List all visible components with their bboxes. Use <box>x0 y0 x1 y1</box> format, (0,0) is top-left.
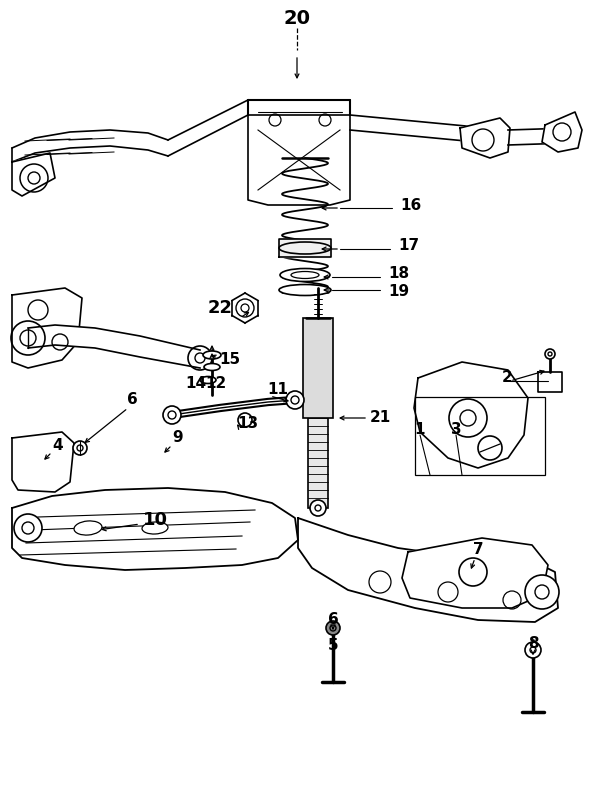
Text: 19: 19 <box>388 284 409 300</box>
Circle shape <box>286 391 304 409</box>
Polygon shape <box>542 112 582 152</box>
Text: 10: 10 <box>143 511 168 529</box>
Text: 12: 12 <box>206 377 227 392</box>
Polygon shape <box>414 362 528 468</box>
Circle shape <box>449 399 487 437</box>
Polygon shape <box>460 118 510 158</box>
Text: 11: 11 <box>267 382 289 397</box>
Circle shape <box>438 582 458 602</box>
Polygon shape <box>28 325 200 368</box>
Text: 16: 16 <box>400 198 421 213</box>
Text: 21: 21 <box>370 411 391 425</box>
Text: 15: 15 <box>219 352 241 367</box>
Text: 3: 3 <box>451 422 462 437</box>
Text: 17: 17 <box>398 239 419 254</box>
Circle shape <box>478 436 502 460</box>
Text: 4: 4 <box>53 439 64 454</box>
Circle shape <box>310 500 326 516</box>
Circle shape <box>459 558 487 586</box>
Text: 7: 7 <box>473 542 484 557</box>
Polygon shape <box>538 372 562 392</box>
Ellipse shape <box>74 521 102 535</box>
Circle shape <box>369 571 391 593</box>
Polygon shape <box>402 538 548 608</box>
Bar <box>308 418 328 508</box>
Text: 13: 13 <box>238 417 258 432</box>
Circle shape <box>163 406 181 424</box>
Circle shape <box>73 441 87 455</box>
Ellipse shape <box>280 268 330 282</box>
Text: 9: 9 <box>173 430 184 446</box>
Text: 5: 5 <box>328 638 339 653</box>
Ellipse shape <box>142 522 168 534</box>
Circle shape <box>525 575 559 609</box>
Polygon shape <box>12 288 82 368</box>
Text: 1: 1 <box>415 422 425 437</box>
Circle shape <box>238 413 252 427</box>
Circle shape <box>14 514 42 542</box>
Text: 22: 22 <box>207 299 232 317</box>
Circle shape <box>503 591 521 609</box>
Text: 20: 20 <box>283 9 311 27</box>
Circle shape <box>326 621 340 635</box>
Ellipse shape <box>200 377 216 384</box>
Polygon shape <box>279 239 331 257</box>
Polygon shape <box>12 488 298 570</box>
Ellipse shape <box>203 351 221 359</box>
Text: 18: 18 <box>388 266 409 282</box>
Text: 2: 2 <box>502 371 513 385</box>
Ellipse shape <box>204 363 220 371</box>
Polygon shape <box>12 432 74 492</box>
Text: 14: 14 <box>185 377 207 392</box>
Bar <box>303 318 333 418</box>
Ellipse shape <box>279 284 331 295</box>
Polygon shape <box>248 115 350 205</box>
Text: 6: 6 <box>328 612 339 627</box>
Polygon shape <box>12 153 55 196</box>
Text: 6: 6 <box>127 392 137 407</box>
Circle shape <box>545 349 555 359</box>
Text: 8: 8 <box>527 636 538 651</box>
Circle shape <box>525 642 541 658</box>
Polygon shape <box>298 518 558 622</box>
Bar <box>415 397 545 475</box>
